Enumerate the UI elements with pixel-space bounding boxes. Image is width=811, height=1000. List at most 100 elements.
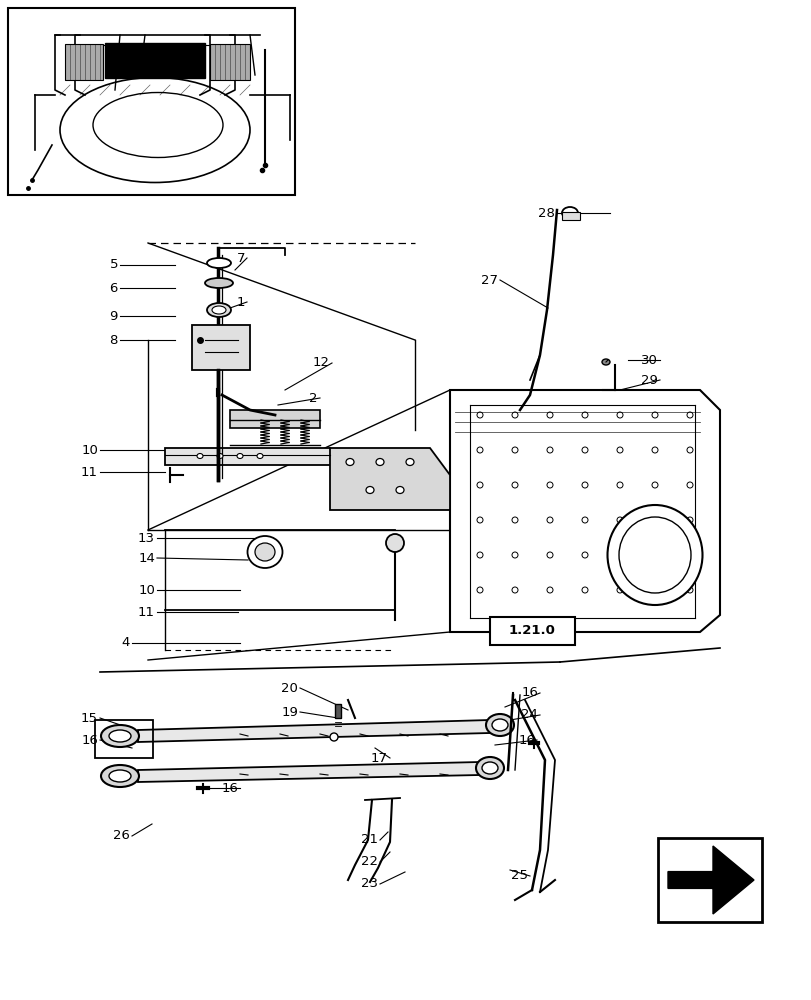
Text: 20: 20 [281, 682, 298, 694]
Text: 26: 26 [113, 829, 130, 842]
Ellipse shape [618, 517, 690, 593]
Ellipse shape [237, 454, 242, 458]
Text: 25: 25 [510, 869, 527, 882]
Ellipse shape [476, 447, 483, 453]
Ellipse shape [204, 278, 233, 288]
Ellipse shape [686, 482, 692, 488]
Text: 10: 10 [138, 584, 155, 596]
Text: 16: 16 [221, 782, 238, 794]
Ellipse shape [581, 517, 587, 523]
Text: 29: 29 [641, 373, 657, 386]
Ellipse shape [547, 587, 552, 593]
Bar [335, 704, 341, 718]
Text: 7: 7 [236, 251, 245, 264]
Text: 1.21.0: 1.21.0 [508, 624, 556, 638]
Text: 13: 13 [138, 532, 155, 544]
Ellipse shape [197, 454, 203, 458]
Bar [230, 410, 320, 428]
Ellipse shape [101, 725, 139, 747]
Text: 18: 18 [279, 727, 296, 740]
Ellipse shape [581, 447, 587, 453]
Text: 11: 11 [138, 605, 155, 618]
Bar [95, 720, 152, 758]
Ellipse shape [212, 306, 225, 314]
Ellipse shape [616, 552, 622, 558]
Ellipse shape [651, 587, 657, 593]
Text: 16: 16 [521, 686, 538, 700]
Ellipse shape [345, 458, 354, 466]
Ellipse shape [366, 487, 374, 493]
Ellipse shape [512, 552, 517, 558]
Ellipse shape [686, 552, 692, 558]
Text: 9: 9 [109, 310, 118, 322]
Ellipse shape [512, 517, 517, 523]
Ellipse shape [512, 587, 517, 593]
Ellipse shape [512, 482, 517, 488]
Text: 5: 5 [109, 258, 118, 271]
Bar [489, 617, 574, 645]
Text: 4: 4 [122, 636, 130, 650]
Ellipse shape [491, 719, 508, 731]
Text: 30: 30 [641, 354, 657, 366]
Ellipse shape [217, 454, 223, 458]
Polygon shape [449, 390, 719, 632]
Polygon shape [191, 325, 250, 370]
Ellipse shape [547, 412, 552, 418]
Ellipse shape [686, 447, 692, 453]
Ellipse shape [651, 412, 657, 418]
Ellipse shape [486, 714, 513, 736]
Ellipse shape [482, 762, 497, 774]
Text: 21: 21 [361, 833, 378, 846]
Polygon shape [138, 762, 497, 782]
Polygon shape [138, 720, 509, 742]
Ellipse shape [616, 587, 622, 593]
Ellipse shape [207, 303, 230, 317]
Text: 16: 16 [517, 733, 534, 746]
Ellipse shape [547, 552, 552, 558]
Ellipse shape [547, 482, 552, 488]
Ellipse shape [512, 447, 517, 453]
Ellipse shape [476, 482, 483, 488]
Ellipse shape [651, 552, 657, 558]
Text: 11: 11 [81, 466, 98, 479]
Ellipse shape [60, 78, 250, 183]
Ellipse shape [109, 730, 131, 742]
Bar [657, 838, 761, 922]
Ellipse shape [686, 517, 692, 523]
Ellipse shape [476, 517, 483, 523]
Polygon shape [165, 448, 345, 465]
Text: 14: 14 [138, 552, 155, 564]
Text: 3: 3 [304, 412, 312, 424]
Ellipse shape [247, 536, 282, 568]
Text: 28: 28 [538, 207, 554, 220]
Ellipse shape [601, 359, 609, 365]
Ellipse shape [396, 487, 404, 493]
Polygon shape [329, 448, 449, 510]
Bar [210, 44, 250, 80]
Ellipse shape [616, 517, 622, 523]
Ellipse shape [686, 587, 692, 593]
Ellipse shape [581, 482, 587, 488]
Ellipse shape [257, 454, 263, 458]
Ellipse shape [329, 733, 337, 741]
Text: 27: 27 [480, 273, 497, 286]
Ellipse shape [476, 587, 483, 593]
Ellipse shape [547, 517, 552, 523]
Ellipse shape [385, 534, 404, 552]
Ellipse shape [561, 207, 577, 219]
Ellipse shape [581, 412, 587, 418]
Ellipse shape [581, 587, 587, 593]
Text: 17: 17 [371, 752, 388, 764]
Ellipse shape [547, 447, 552, 453]
Ellipse shape [616, 482, 622, 488]
Text: 12: 12 [312, 357, 329, 369]
Bar [561, 212, 579, 220]
Text: 2: 2 [309, 391, 318, 404]
Ellipse shape [616, 447, 622, 453]
Text: 19: 19 [281, 706, 298, 718]
Text: 1: 1 [236, 296, 245, 308]
Bar [8, 8, 294, 195]
Text: 8: 8 [109, 334, 118, 347]
Text: 23: 23 [361, 878, 378, 890]
Ellipse shape [255, 543, 275, 561]
